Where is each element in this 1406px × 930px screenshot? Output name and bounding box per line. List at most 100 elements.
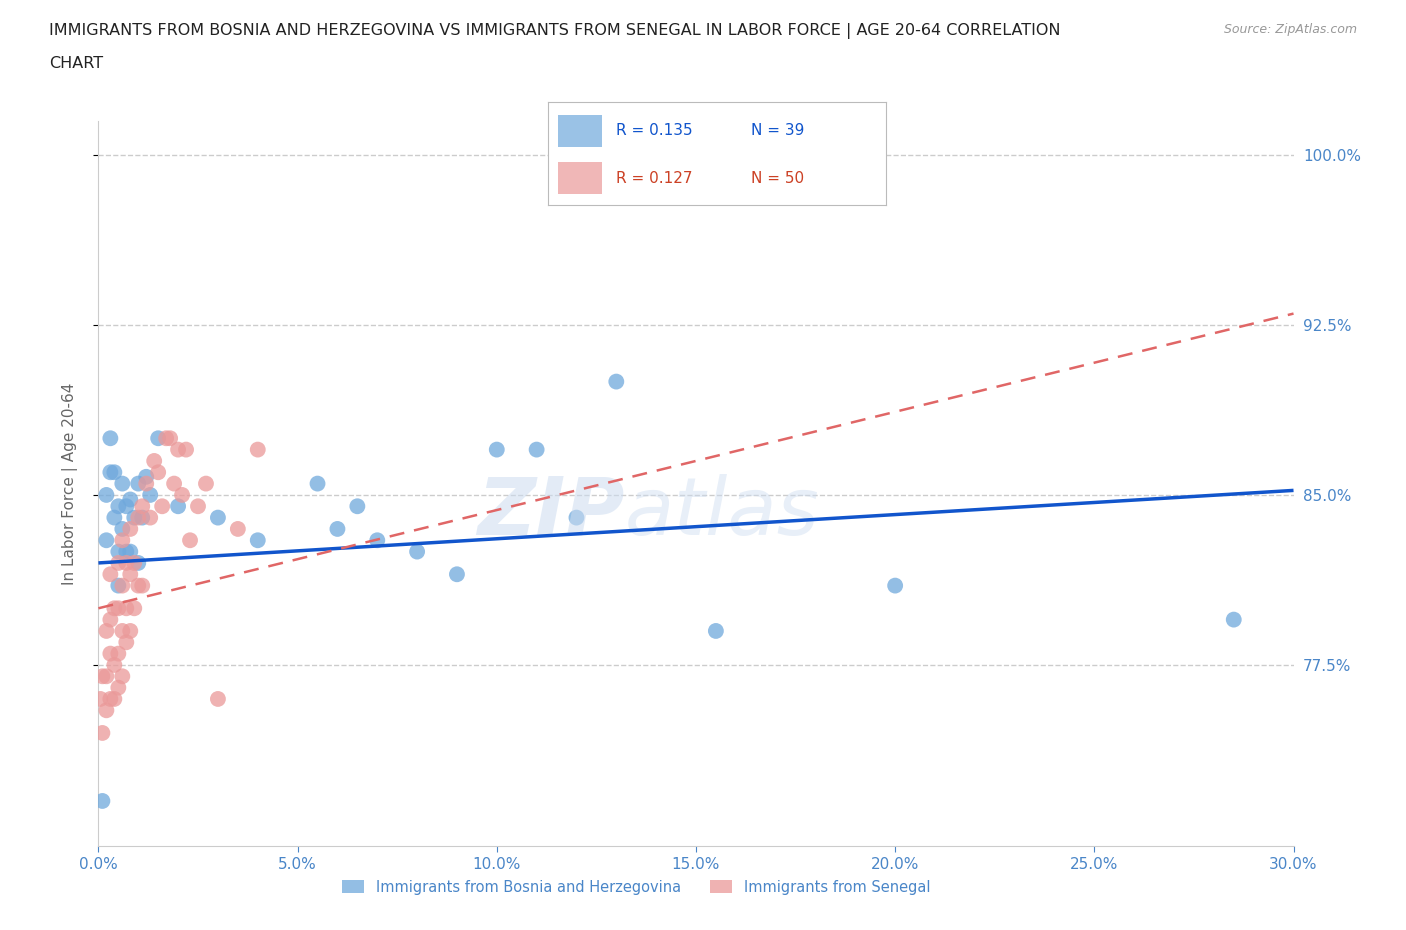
Text: ZIP: ZIP (477, 473, 624, 551)
Point (107, 646, 129, 661)
Point (120, 544, 142, 559)
Point (115, 601, 138, 616)
Point (150, 498, 173, 513)
Point (120, 492, 142, 507)
Point (127, 476, 149, 491)
Point (246, 533, 269, 548)
Point (103, 658, 125, 672)
Text: R = 0.135: R = 0.135 (616, 124, 692, 139)
Point (307, 476, 329, 491)
Point (111, 623, 134, 638)
Text: IMMIGRANTS FROM BOSNIA AND HERZEGOVINA VS IMMIGRANTS FROM SENEGAL IN LABOR FORCE: IMMIGRANTS FROM BOSNIA AND HERZEGOVINA V… (49, 23, 1060, 39)
Point (98, 465, 122, 480)
Point (98, 692, 122, 707)
Point (143, 454, 166, 469)
Point (107, 544, 129, 559)
Point (96, 487, 118, 502)
Legend: Immigrants from Bosnia and Herzegovina, Immigrants from Senegal: Immigrants from Bosnia and Herzegovina, … (336, 874, 936, 900)
Point (139, 487, 162, 502)
Point (111, 533, 134, 548)
Point (159, 431, 181, 445)
Point (485, 442, 508, 457)
Point (103, 465, 125, 480)
Point (246, 442, 269, 457)
Point (115, 555, 138, 570)
FancyBboxPatch shape (558, 162, 602, 194)
Point (124, 511, 146, 525)
Point (96, 533, 118, 548)
Point (115, 635, 138, 650)
Point (135, 476, 157, 491)
Point (98, 612, 122, 627)
Point (103, 692, 125, 707)
Point (107, 601, 129, 616)
Point (124, 555, 146, 570)
Point (107, 555, 129, 570)
Point (195, 476, 218, 491)
Point (124, 601, 146, 616)
Y-axis label: In Labor Force | Age 20-64: In Labor Force | Age 20-64 (62, 382, 77, 585)
Point (127, 578, 149, 593)
Point (446, 566, 468, 582)
Point (207, 692, 229, 707)
Point (326, 522, 349, 537)
Point (103, 601, 125, 616)
Point (148, 431, 170, 445)
Point (96, 669, 118, 684)
Point (91, 669, 114, 684)
Point (91, 793, 114, 808)
Point (111, 476, 134, 491)
Point (127, 555, 149, 570)
Point (96, 703, 118, 718)
Point (98, 566, 122, 582)
Point (346, 498, 368, 513)
Text: Source: ZipAtlas.com: Source: ZipAtlas.com (1223, 23, 1357, 36)
Point (226, 522, 249, 537)
Text: N = 39: N = 39 (751, 124, 804, 139)
Point (89, 692, 111, 707)
Point (107, 498, 129, 513)
Point (172, 487, 194, 502)
Point (111, 578, 134, 593)
Point (131, 498, 153, 513)
Point (103, 511, 125, 525)
Point (167, 442, 190, 457)
Point (565, 511, 588, 525)
Point (96, 623, 118, 638)
Point (366, 533, 388, 548)
Point (884, 578, 907, 593)
Point (1223, 612, 1246, 627)
Point (98, 646, 122, 661)
FancyBboxPatch shape (558, 114, 602, 147)
Point (91, 725, 114, 740)
Point (163, 476, 186, 491)
Point (135, 470, 157, 485)
Point (148, 465, 170, 480)
Point (139, 511, 162, 525)
Point (187, 498, 209, 513)
Point (107, 680, 129, 695)
Point (704, 623, 727, 638)
Point (111, 522, 134, 537)
Point (155, 431, 177, 445)
Text: atlas: atlas (624, 473, 820, 551)
Point (115, 544, 138, 559)
Point (526, 442, 548, 457)
Point (605, 374, 627, 389)
Point (207, 511, 229, 525)
Point (131, 511, 153, 525)
Text: CHART: CHART (49, 56, 103, 71)
Point (120, 522, 142, 537)
Text: R = 0.127: R = 0.127 (616, 170, 692, 185)
Point (107, 578, 129, 593)
Point (406, 544, 429, 559)
Point (174, 442, 197, 457)
Point (120, 566, 142, 582)
Point (120, 623, 142, 638)
Point (167, 498, 190, 513)
Point (131, 578, 153, 593)
Point (111, 669, 134, 684)
Point (98, 431, 122, 445)
Point (127, 511, 149, 525)
Point (115, 498, 138, 513)
